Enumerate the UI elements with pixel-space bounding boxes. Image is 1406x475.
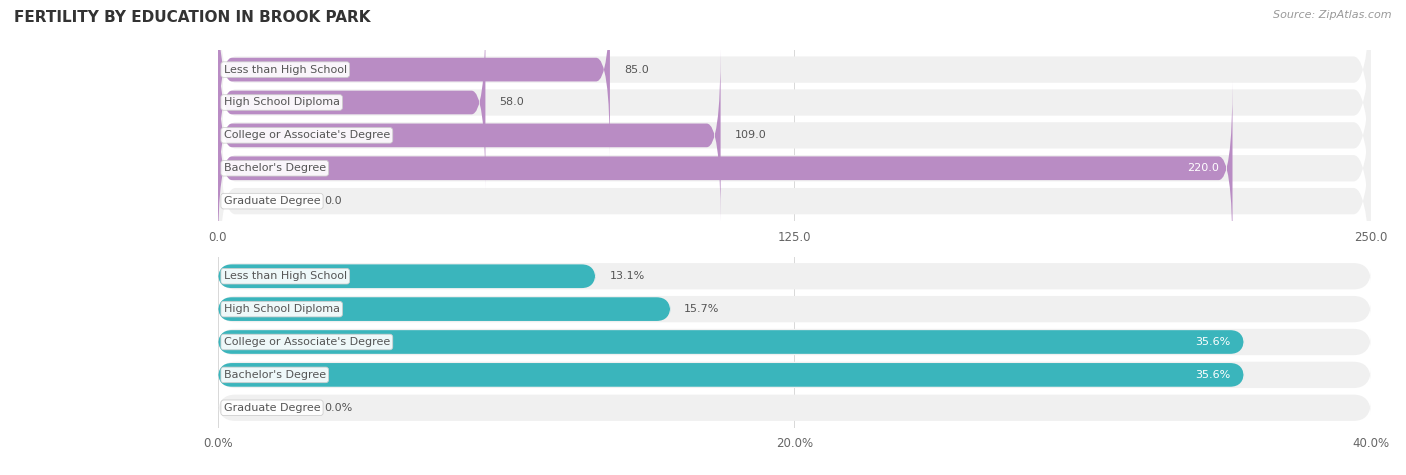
- Text: Bachelor's Degree: Bachelor's Degree: [224, 163, 326, 173]
- FancyBboxPatch shape: [218, 363, 1244, 387]
- FancyBboxPatch shape: [218, 0, 1371, 213]
- Text: Less than High School: Less than High School: [224, 65, 347, 75]
- Text: 109.0: 109.0: [734, 130, 766, 141]
- FancyBboxPatch shape: [218, 81, 1233, 255]
- Text: High School Diploma: High School Diploma: [224, 304, 340, 314]
- FancyBboxPatch shape: [218, 58, 1371, 278]
- Text: 85.0: 85.0: [624, 65, 648, 75]
- FancyBboxPatch shape: [218, 0, 610, 156]
- Text: High School Diploma: High School Diploma: [224, 97, 340, 107]
- FancyBboxPatch shape: [218, 395, 1371, 421]
- FancyBboxPatch shape: [218, 0, 1371, 180]
- FancyBboxPatch shape: [218, 48, 721, 222]
- Text: 35.6%: 35.6%: [1195, 370, 1230, 380]
- Text: 0.0: 0.0: [323, 196, 342, 206]
- Text: 13.1%: 13.1%: [609, 271, 644, 281]
- Text: 15.7%: 15.7%: [685, 304, 720, 314]
- Text: Graduate Degree: Graduate Degree: [224, 196, 321, 206]
- Text: College or Associate's Degree: College or Associate's Degree: [224, 130, 389, 141]
- FancyBboxPatch shape: [218, 263, 1371, 289]
- FancyBboxPatch shape: [218, 329, 1371, 355]
- FancyBboxPatch shape: [218, 296, 1371, 322]
- Text: College or Associate's Degree: College or Associate's Degree: [224, 337, 389, 347]
- FancyBboxPatch shape: [218, 91, 1371, 311]
- FancyBboxPatch shape: [218, 362, 1371, 388]
- Text: 58.0: 58.0: [499, 97, 524, 107]
- Text: FERTILITY BY EDUCATION IN BROOK PARK: FERTILITY BY EDUCATION IN BROOK PARK: [14, 10, 371, 25]
- Text: 0.0%: 0.0%: [323, 403, 353, 413]
- FancyBboxPatch shape: [218, 16, 485, 190]
- FancyBboxPatch shape: [218, 25, 1371, 246]
- FancyBboxPatch shape: [218, 297, 671, 321]
- Text: Bachelor's Degree: Bachelor's Degree: [224, 370, 326, 380]
- Text: 220.0: 220.0: [1187, 163, 1219, 173]
- Text: Graduate Degree: Graduate Degree: [224, 403, 321, 413]
- FancyBboxPatch shape: [218, 265, 596, 288]
- Text: Less than High School: Less than High School: [224, 271, 347, 281]
- FancyBboxPatch shape: [218, 330, 1244, 354]
- Text: 35.6%: 35.6%: [1195, 337, 1230, 347]
- Text: Source: ZipAtlas.com: Source: ZipAtlas.com: [1274, 10, 1392, 19]
